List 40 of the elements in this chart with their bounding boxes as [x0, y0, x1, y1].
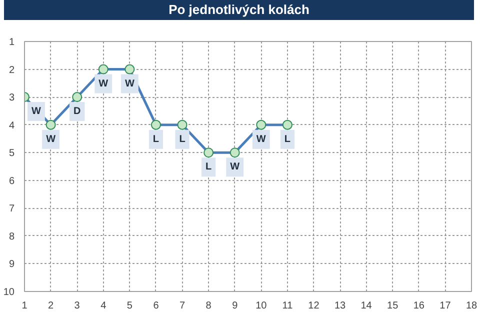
x-tick-label: 17: [440, 300, 452, 312]
x-tick-label: 14: [360, 300, 372, 312]
x-tick-label: 4: [100, 300, 107, 312]
annotation: W: [98, 78, 109, 90]
x-tick-label: 11: [282, 300, 294, 312]
x-tick-label: 9: [232, 300, 238, 312]
annotation: L: [206, 162, 212, 173]
annotation: L: [152, 134, 160, 145]
x-tick-label: 3: [74, 300, 80, 312]
y-tick-label: 3: [8, 92, 15, 104]
annotation: W: [124, 78, 135, 90]
x-tick-label: 2: [48, 300, 54, 312]
x-tick-label: 18: [466, 300, 478, 312]
x-tick-label: 15: [387, 300, 399, 312]
annotation: W: [32, 106, 42, 118]
x-tick-label: 6: [153, 300, 160, 312]
x-tick-label: 7: [179, 300, 186, 312]
chart-title: Po jednotlivých kolách: [168, 1, 310, 19]
y-tick-label: 10: [3, 287, 15, 298]
y-tick-label: 4: [8, 120, 15, 132]
x-tick-label: 12: [308, 300, 320, 312]
y-tick-label: 6: [8, 176, 15, 187]
x-tick-label: 10: [256, 300, 268, 312]
x-tick-label: 8: [206, 300, 212, 312]
y-tick-label: 5: [8, 148, 15, 160]
annotation: D: [73, 106, 81, 118]
annotation: W: [230, 162, 240, 173]
annotation: L: [284, 134, 290, 145]
annotation: L: [179, 134, 186, 145]
y-tick-label: 2: [8, 64, 15, 76]
y-tick-label: 1: [8, 37, 15, 48]
x-tick-label: 1: [22, 300, 28, 312]
annotation: W: [256, 134, 266, 145]
y-tick-label: 9: [8, 259, 15, 270]
y-tick-label: 8: [8, 231, 15, 242]
x-tick-label: 13: [334, 300, 346, 312]
x-tick-label: 16: [413, 300, 425, 312]
x-tick-label: 5: [126, 300, 133, 312]
y-tick-label: 7: [8, 204, 15, 215]
annotation: W: [46, 134, 56, 145]
